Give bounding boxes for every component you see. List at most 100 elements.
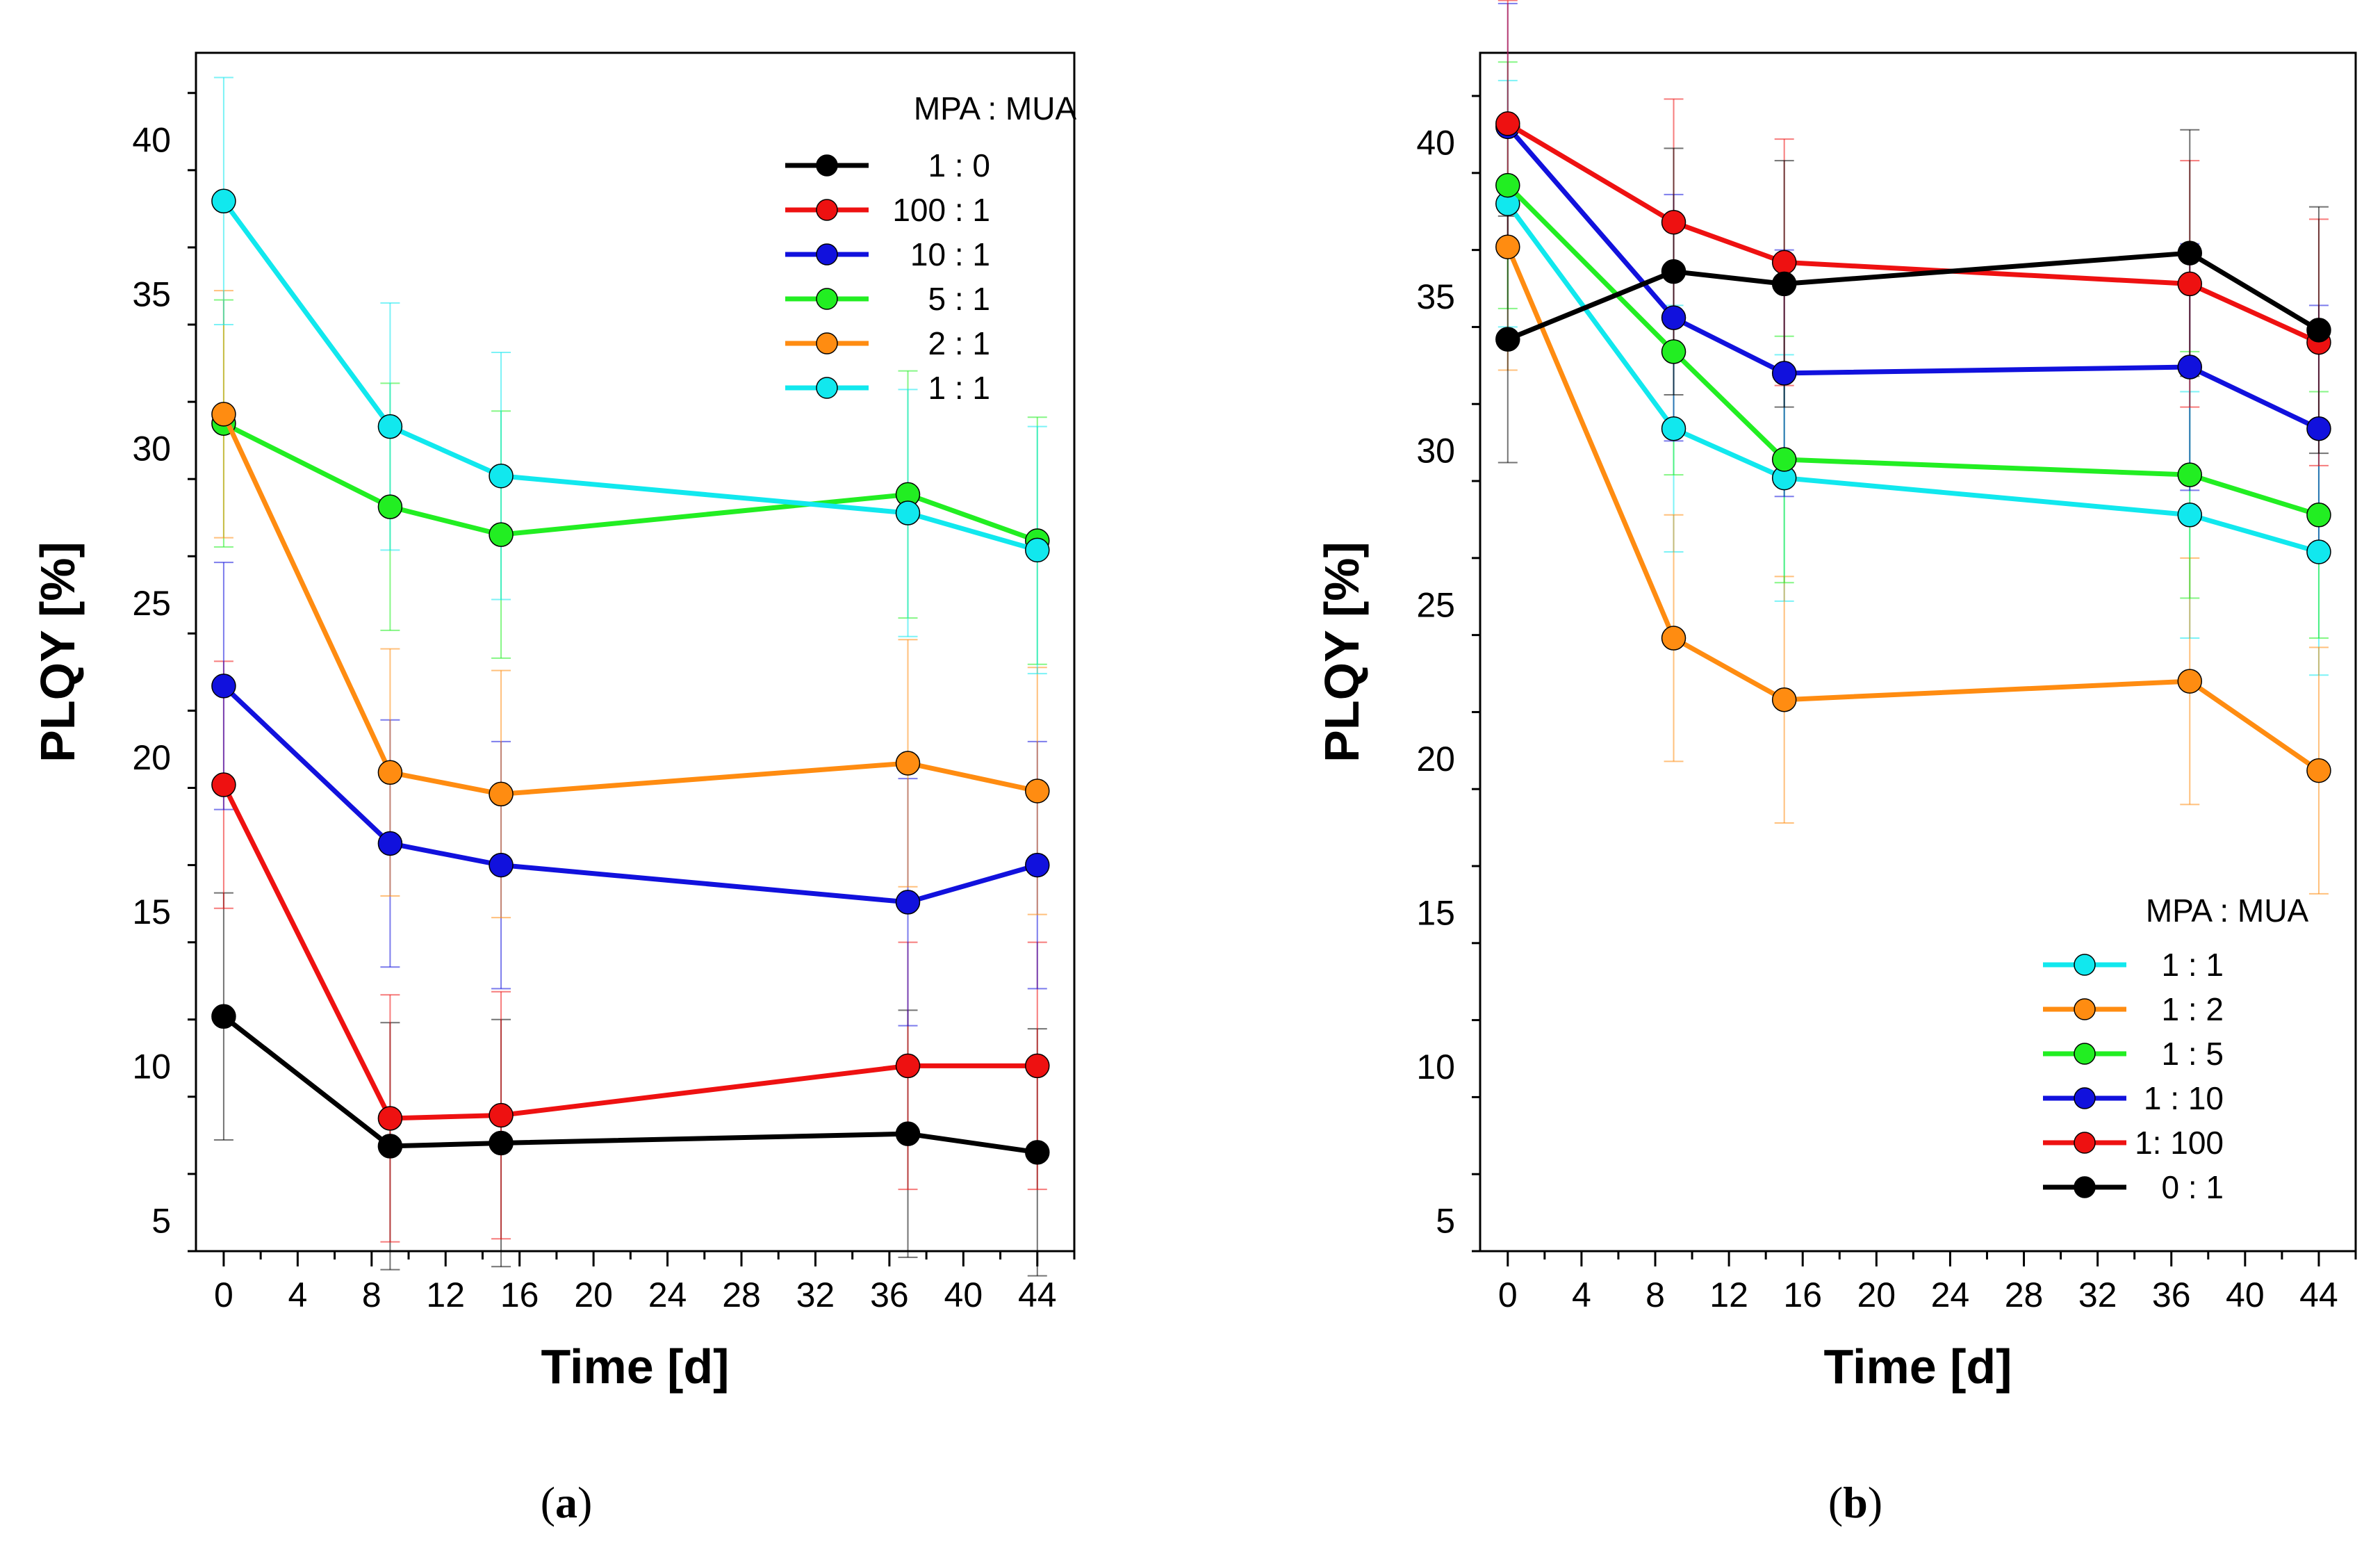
x-tick-label-a: 12 — [426, 1275, 465, 1314]
legend-marker-a — [816, 199, 838, 221]
x-tick-label-b: 36 — [2152, 1275, 2191, 1314]
legend-label-a: 100 : 1 — [892, 192, 990, 228]
x-tick-label-a: 20 — [574, 1275, 613, 1314]
legend-marker-b — [2074, 1043, 2096, 1065]
data-point-b-1-2 — [2177, 669, 2203, 694]
data-point-a-1-0 — [1025, 1140, 1050, 1165]
y-tick-label-b: 40 — [1416, 124, 1455, 163]
x-tick-label-b: 32 — [2078, 1275, 2117, 1314]
data-point-a-1-1 — [211, 188, 236, 214]
data-point-a-100-1 — [1025, 1053, 1050, 1079]
y-tick-label-a: 5 — [151, 1202, 171, 1241]
data-point-a-10-1 — [489, 852, 514, 878]
data-point-b-1-100 — [1495, 111, 1520, 136]
y-axis-title-a: PLQY [%] — [31, 541, 85, 763]
x-tick-label-b: 8 — [1646, 1275, 1665, 1314]
data-point-b-1-5 — [1495, 172, 1520, 198]
data-point-b-1-1 — [1661, 416, 1686, 441]
x-tick-label-a: 44 — [1018, 1275, 1057, 1314]
x-tick-label-b: 40 — [2226, 1275, 2265, 1314]
panel-caption-a: (a) — [541, 1478, 593, 1527]
series-line-a-2-1 — [221, 413, 1038, 797]
data-point-b-1-10 — [1661, 305, 1686, 330]
y-axis-title-b: PLQY [%] — [1315, 541, 1369, 763]
legend-label-b: 1 : 2 — [2161, 991, 2224, 1027]
data-point-a-1-0 — [377, 1134, 403, 1159]
data-point-b-1-2 — [1495, 234, 1520, 259]
data-point-a-10-1 — [1025, 852, 1050, 878]
data-point-a-5-1 — [489, 522, 514, 547]
legend-label-b: 1 : 10 — [2144, 1080, 2224, 1116]
data-point-a-2-1 — [1025, 778, 1050, 804]
x-tick-label-b: 24 — [1931, 1275, 1970, 1314]
data-point-a-10-1 — [377, 831, 403, 856]
data-point-b-1-5 — [2306, 503, 2331, 528]
legend-label-b: 1 : 1 — [2161, 947, 2224, 983]
data-point-a-2-1 — [211, 402, 236, 427]
data-point-b-1-2 — [2306, 758, 2331, 783]
x-tick-label-a: 8 — [362, 1275, 381, 1314]
legend-title-a: MPA : MUA — [914, 90, 1077, 127]
data-point-b-1-100 — [1661, 210, 1686, 235]
data-point-b-0-1 — [1661, 259, 1686, 284]
data-point-b-1-5 — [2177, 462, 2203, 487]
data-point-a-1-0 — [489, 1130, 514, 1156]
data-point-b-1-1 — [2177, 503, 2203, 528]
legend-label-a: 10 : 1 — [910, 236, 990, 272]
data-point-a-2-1 — [377, 760, 403, 785]
data-point-a-5-1 — [377, 494, 403, 519]
data-point-b-1-100 — [1771, 250, 1797, 275]
data-point-a-10-1 — [211, 674, 236, 699]
y-tick-label-b: 15 — [1416, 893, 1455, 932]
legend-label-b: 0 : 1 — [2161, 1169, 2224, 1205]
legend-marker-a — [816, 288, 838, 310]
series-line-a-5-1 — [222, 421, 1038, 544]
data-point-a-1-1 — [377, 414, 403, 439]
data-point-a-100-1 — [895, 1053, 921, 1079]
panel-caption-b: (b) — [1828, 1478, 1882, 1527]
x-tick-label-a: 0 — [214, 1275, 233, 1314]
legend-label-a: 5 : 1 — [928, 281, 990, 317]
data-point-a-1-0 — [211, 1004, 236, 1029]
data-point-b-1-10 — [2306, 416, 2331, 441]
legend-marker-a — [816, 243, 838, 266]
data-point-a-100-1 — [211, 772, 236, 797]
plot-frame-a — [195, 51, 1076, 1253]
data-point-b-0-1 — [2306, 318, 2331, 343]
y-tick-label-a: 20 — [132, 738, 171, 777]
data-point-a-2-1 — [895, 751, 921, 776]
y-tick-label-a: 10 — [132, 1047, 171, 1086]
legend-marker-b — [2074, 1087, 2096, 1109]
x-tick-label-a: 40 — [944, 1275, 983, 1314]
y-tick-label-a: 25 — [132, 584, 171, 623]
data-point-a-1-1 — [489, 463, 514, 489]
x-tick-label-b: 16 — [1783, 1275, 1822, 1314]
legend-label-b: 1 : 5 — [2161, 1036, 2224, 1072]
legend-title-b: MPA : MUA — [2146, 892, 2309, 929]
data-point-a-10-1 — [895, 890, 921, 915]
legend-label-a: 2 : 1 — [928, 325, 990, 361]
x-tick-label-a: 16 — [500, 1275, 539, 1314]
y-tick-label-a: 35 — [132, 275, 171, 314]
x-tick-label-b: 28 — [2005, 1275, 2044, 1314]
x-tick-label-b: 12 — [1709, 1275, 1748, 1314]
data-point-a-1-1 — [895, 500, 921, 525]
y-tick-label-b: 20 — [1416, 740, 1455, 778]
data-point-b-1-2 — [1661, 626, 1686, 651]
legend-label-a: 1 : 1 — [928, 370, 990, 406]
plot-frame-b — [1479, 51, 2357, 1253]
x-tick-label-b: 0 — [1498, 1275, 1518, 1314]
x-tick-label-a: 28 — [722, 1275, 761, 1314]
series-line-a-10-1 — [222, 684, 1038, 905]
legend-marker-b — [2074, 1132, 2096, 1154]
legend-marker-b — [2074, 954, 2096, 976]
x-axis-title-a: Time [d] — [541, 1339, 730, 1394]
y-tick-label-b: 35 — [1416, 277, 1455, 316]
data-point-b-1-10 — [2177, 354, 2203, 380]
x-tick-label-a: 32 — [796, 1275, 835, 1314]
legend-marker-a — [816, 154, 838, 177]
data-point-b-1-10 — [1771, 361, 1797, 386]
x-tick-label-a: 36 — [870, 1275, 909, 1314]
x-tick-label-b: 4 — [1572, 1275, 1591, 1314]
